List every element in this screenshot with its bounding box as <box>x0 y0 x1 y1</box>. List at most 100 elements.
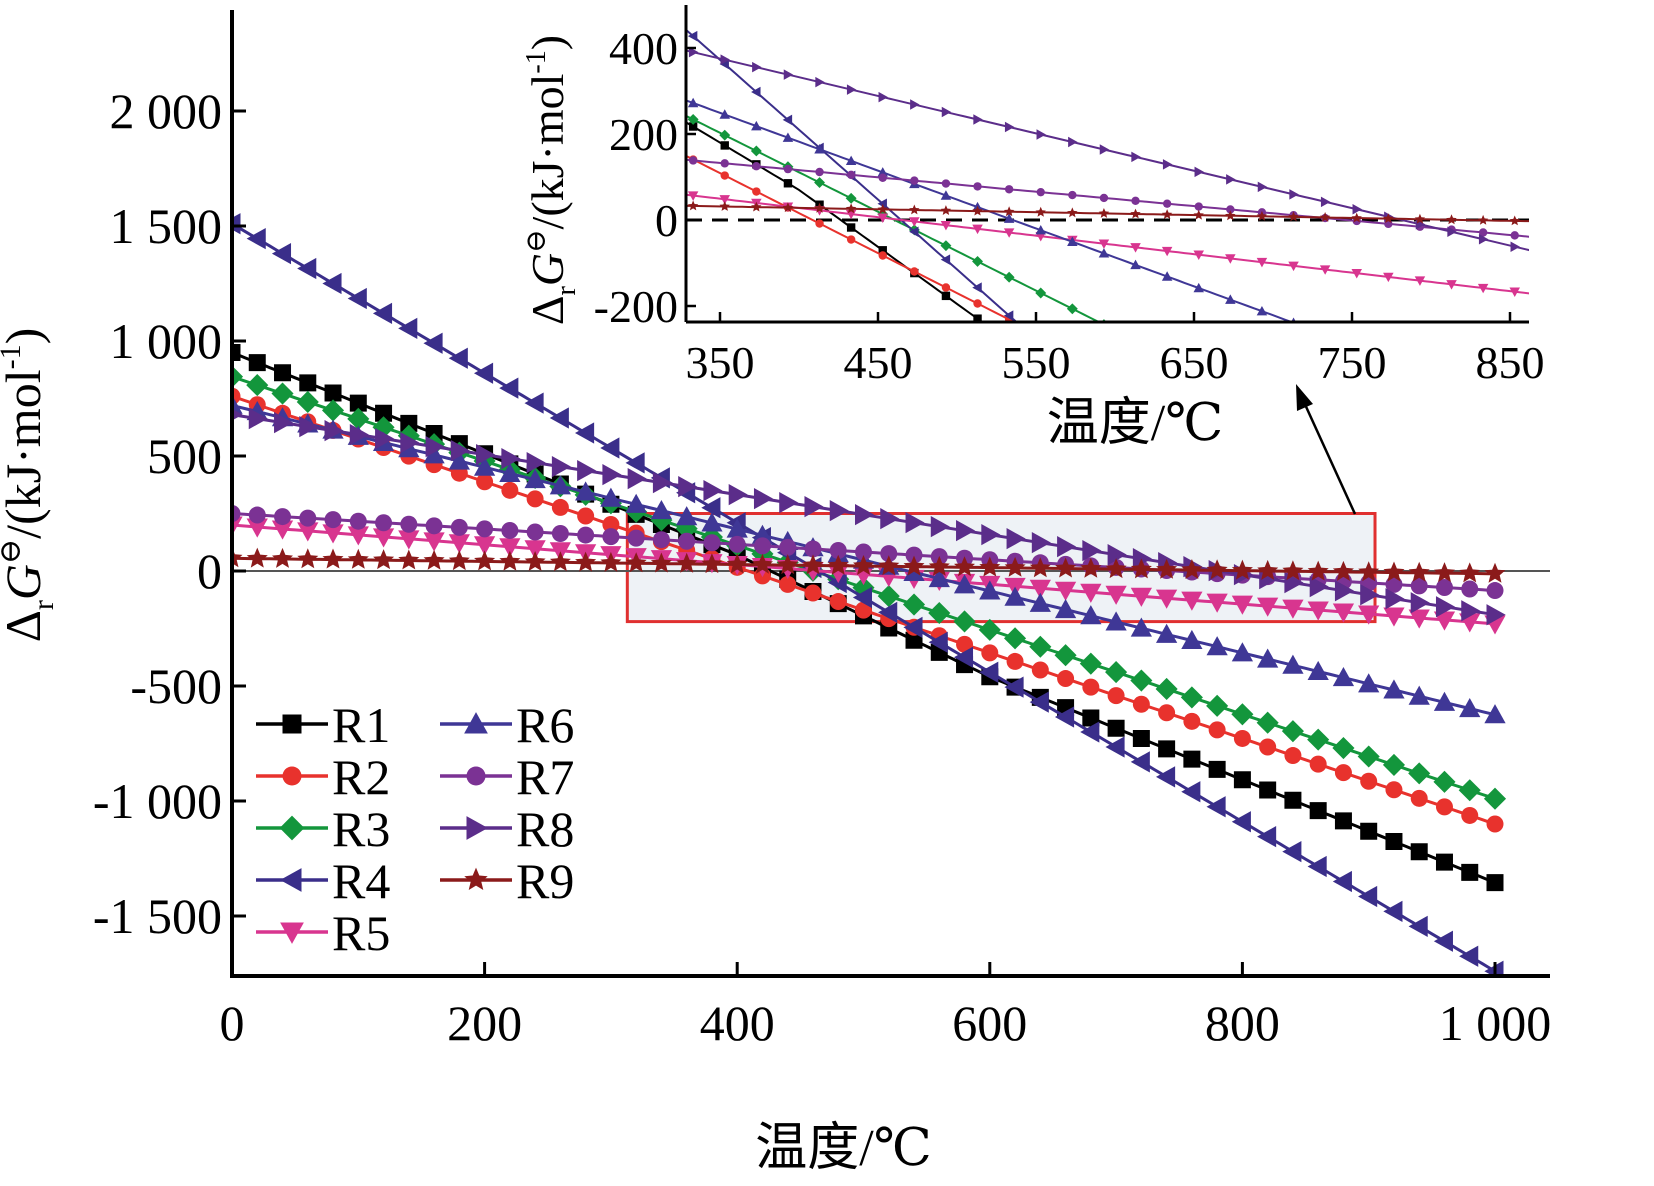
inset-data-point-r7 <box>752 162 761 171</box>
data-point-r8 <box>425 435 445 458</box>
y-tick-label: 0 <box>197 543 222 599</box>
data-point-r2 <box>1183 712 1201 730</box>
data-point-r7 <box>652 531 670 549</box>
data-point-r8 <box>981 524 1001 546</box>
inset-series-line-r7 <box>686 158 1529 238</box>
data-point-r4 <box>1383 900 1403 923</box>
data-point-r9 <box>676 552 698 573</box>
x-tick-label: 800 <box>1205 995 1280 1051</box>
series-r9 <box>232 547 1506 583</box>
data-point-r3 <box>1054 644 1077 667</box>
data-point-r1 <box>1208 760 1226 778</box>
data-point-r9 <box>1257 559 1279 580</box>
inset-data-point-r9 <box>909 204 920 215</box>
data-point-r2 <box>526 490 544 508</box>
legend-label: R4 <box>332 853 390 909</box>
data-point-r6 <box>1029 592 1051 612</box>
y-tick-label: 1 000 <box>110 313 223 369</box>
data-point-r2 <box>829 593 847 611</box>
data-point-r7 <box>880 545 898 563</box>
inset-series-line-r4 <box>686 28 1020 323</box>
inset-data-point-r8 <box>752 61 762 73</box>
inset-series-line-r1 <box>686 121 986 323</box>
inset-data-point-r6 <box>1098 248 1110 258</box>
inset-data-point-r2 <box>815 219 824 228</box>
data-point-r6 <box>1383 679 1405 699</box>
inset-data-point-r5 <box>1003 228 1015 238</box>
data-point-r8 <box>930 516 950 538</box>
inset-data-point-r8 <box>1036 129 1046 140</box>
data-point-r2 <box>602 516 620 534</box>
inset-data-point-r9 <box>1446 214 1457 225</box>
inset-data-point-r6 <box>687 97 699 108</box>
legend-item-r2: R2 <box>256 749 390 805</box>
inset-data-point-r3 <box>1256 398 1267 409</box>
data-point-r9 <box>726 553 748 574</box>
data-point-r6 <box>1080 605 1102 625</box>
inset-data-point-r1 <box>1258 503 1266 511</box>
data-point-r3 <box>1332 737 1355 760</box>
data-point-r4 <box>499 377 519 399</box>
data-point-r3 <box>1130 669 1153 692</box>
data-point-r1 <box>1183 750 1201 768</box>
data-point-r6 <box>1257 648 1279 668</box>
data-point-r4 <box>1206 796 1226 818</box>
main-series-group <box>232 213 1507 978</box>
data-point-r5 <box>1080 583 1102 603</box>
data-point-r4 <box>271 242 292 265</box>
data-point-r6 <box>979 580 1001 600</box>
data-point-r6 <box>1358 673 1380 693</box>
legend-label: R7 <box>516 749 574 805</box>
legend-marker <box>282 714 302 734</box>
inset-data-point-r7 <box>688 156 698 165</box>
data-point-r7 <box>425 517 443 535</box>
data-point-r3 <box>296 390 319 414</box>
inset-data-point-r1 <box>783 179 793 188</box>
data-point-r1 <box>1360 822 1378 840</box>
inset-data-point-r2 <box>720 171 729 180</box>
data-point-r8 <box>1486 604 1506 626</box>
inset-data-point-r9 <box>1193 209 1204 220</box>
legend-marker <box>464 712 488 734</box>
legend-marker <box>464 867 488 890</box>
data-point-r2 <box>1461 806 1479 824</box>
inset-data-point-r9 <box>940 205 952 215</box>
inset-data-point-r6 <box>1003 213 1015 223</box>
inset-data-point-r9 <box>814 202 825 213</box>
data-point-r9 <box>1484 562 1506 583</box>
data-point-r2 <box>476 473 494 491</box>
data-point-r6 <box>726 518 748 538</box>
inset-data-point-r2 <box>846 235 856 244</box>
arrow-shaft <box>1301 399 1357 515</box>
legend-label: R2 <box>332 749 390 805</box>
data-point-r1 <box>1284 791 1302 809</box>
data-point-r5 <box>1433 611 1456 631</box>
inset-data-point-r6 <box>1446 375 1457 384</box>
inset-data-point-r8 <box>1289 189 1299 200</box>
data-point-r8 <box>905 512 925 534</box>
data-point-r6 <box>1155 623 1178 643</box>
inset-data-point-r3 <box>1003 271 1015 283</box>
y-tick-label: -1 500 <box>93 888 222 944</box>
inset-x-tick-label: 350 <box>686 337 755 388</box>
series-r5 <box>232 516 1506 635</box>
inset-data-point-r5 <box>1477 283 1489 294</box>
inset-data-point-r7 <box>1478 228 1488 237</box>
x-tick-label: 600 <box>952 995 1027 1051</box>
data-point-r9 <box>979 556 1001 577</box>
data-point-r8 <box>1461 600 1481 622</box>
data-point-r9 <box>752 553 773 574</box>
data-point-r4 <box>448 347 468 369</box>
data-point-r4 <box>1130 751 1150 773</box>
data-point-r6 <box>232 394 243 414</box>
inset-data-point-r9 <box>1288 211 1299 222</box>
data-point-r4 <box>1181 781 1201 803</box>
data-point-r3 <box>321 399 345 422</box>
inset-data-point-r6 <box>1130 259 1141 270</box>
data-point-r5 <box>499 538 521 558</box>
data-point-r8 <box>400 431 420 454</box>
inset-data-point-r8 <box>815 76 825 88</box>
data-point-r4 <box>322 272 342 295</box>
data-point-r8 <box>324 419 344 442</box>
data-point-r5 <box>524 540 546 560</box>
